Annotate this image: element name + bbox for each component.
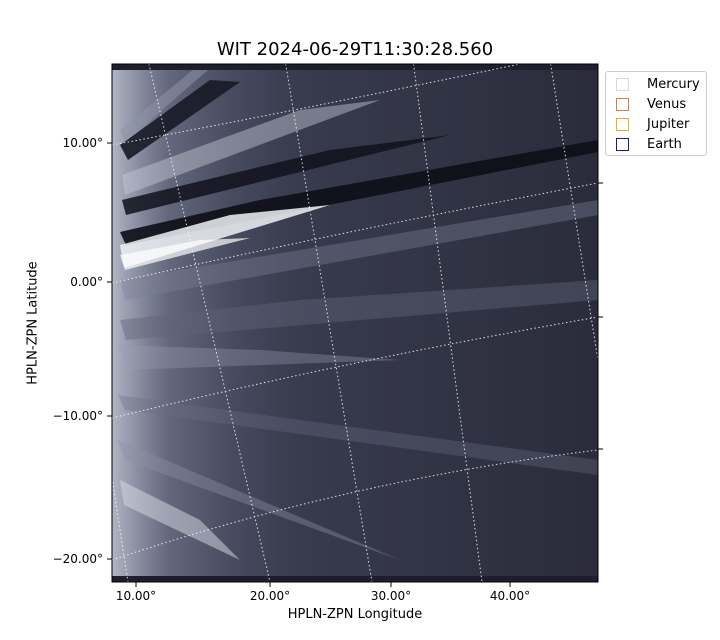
x-tick-label: 30.00° [370,589,412,603]
plot-title: WIT 2024-06-29T11:30:28.560 [216,39,494,60]
coordinate-grid [112,64,598,582]
legend-item-venus: Venus [616,96,686,112]
legend-swatch [616,137,629,151]
legend-swatch [616,77,629,91]
legend-swatch [616,117,629,131]
legend-item-jupiter: Jupiter [616,116,689,132]
y-tick-label: 10.00° [62,136,103,150]
y-tick-label: −10.00° [52,409,103,423]
y-axis-label: HPLN-ZPN Latitude [25,261,41,385]
legend-label: Venus [647,96,687,112]
legend-label: Jupiter [647,116,690,132]
coronagraph-image [112,64,598,582]
legend-item-mercury: Mercury [616,76,700,92]
legend-item-earth: Earth [616,136,682,152]
x-tick-label: 40.00° [489,589,531,603]
plot-frame [111,63,599,583]
legend-label: Mercury [647,76,700,92]
y-tick-label: 0.00° [70,275,103,289]
legend-swatch [616,97,629,111]
x-axis-label: HPLN-ZPN Longitude [287,607,423,622]
legend: Mercury Venus Jupiter Earth [605,71,707,156]
x-tick-label: 10.00° [115,589,157,603]
axis-ticks [107,142,603,587]
x-tick-label: 20.00° [249,589,291,603]
y-tick-label: −20.00° [52,552,103,566]
legend-label: Earth [647,136,682,152]
